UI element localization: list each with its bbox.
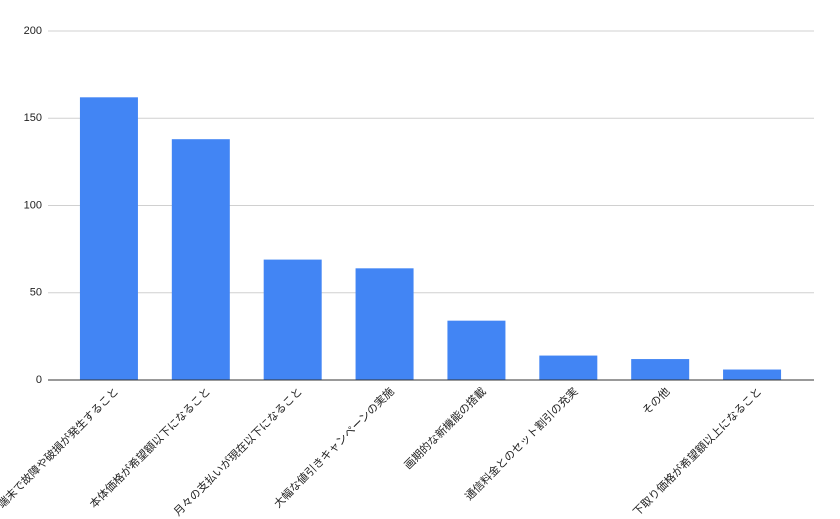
bar — [79, 97, 138, 380]
y-tick-label: 200 — [24, 25, 42, 37]
bar — [447, 320, 506, 380]
x-tick-label: その他 — [640, 385, 673, 418]
y-tick-label: 0 — [36, 374, 42, 386]
y-tick-label: 100 — [24, 199, 42, 211]
bar — [263, 259, 322, 380]
y-tick-label: 150 — [24, 112, 42, 124]
bar — [723, 369, 782, 380]
bar — [355, 268, 414, 380]
bar — [631, 359, 690, 380]
bar — [539, 355, 598, 380]
bar — [171, 139, 230, 380]
y-tick-label: 50 — [30, 287, 42, 299]
x-tick-label: 画期的な新機能の搭載 — [401, 384, 489, 472]
